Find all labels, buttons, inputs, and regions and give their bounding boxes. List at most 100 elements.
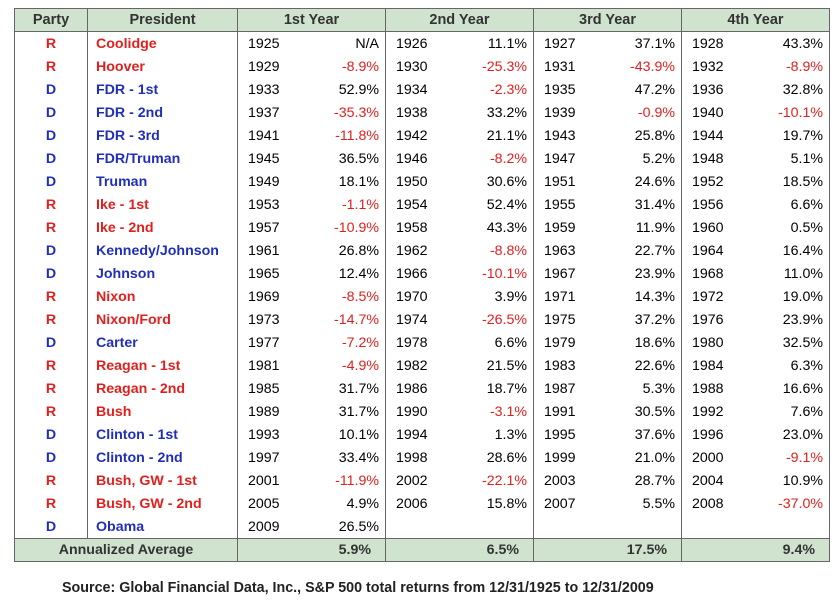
term-year-cell: 1987 5.3% — [533, 377, 682, 400]
term-year-cell: 1966 -10.1% — [385, 262, 534, 285]
table-row: R Reagan - 2nd 1985 31.7% 1986 18.7% 1987 5.3% 1… — [14, 377, 830, 400]
year-label: 1976 — [692, 311, 724, 328]
return-value: 16.6% — [782, 380, 823, 397]
return-value: 3.9% — [494, 288, 527, 305]
term-year-cell: 2005 4.9% — [237, 492, 386, 515]
term-year-cell: 1964 16.4% — [681, 239, 830, 262]
term-year-cell: 1935 47.2% — [533, 78, 682, 101]
average-2nd-year: 6.5% — [385, 538, 534, 562]
return-value: 23.9% — [634, 265, 675, 282]
return-value: 22.6% — [634, 357, 675, 374]
return-value: 22.7% — [634, 242, 675, 259]
table-row: R Coolidge 1925 N/A 1926 11.1% 1927 37.1% 1928 43… — [14, 31, 830, 55]
average-3rd-year: 17.5% — [533, 538, 682, 562]
year-label: 1964 — [692, 242, 724, 259]
return-value: N/A — [355, 35, 379, 52]
term-year-cell: 1968 11.0% — [681, 262, 830, 285]
party-cell: R — [14, 308, 88, 331]
president-cell: Obama — [87, 515, 238, 539]
year-label: 2001 — [248, 472, 280, 489]
term-year-cell: 1954 52.4% — [385, 193, 534, 216]
year-label: 1968 — [692, 265, 724, 282]
party-cell: D — [14, 101, 88, 124]
president-cell: Truman — [87, 170, 238, 193]
return-value: -25.3% — [482, 58, 527, 75]
term-year-cell: 1932 -8.9% — [681, 55, 830, 78]
return-value: -11.8% — [335, 127, 379, 144]
president-cell: FDR - 2nd — [87, 101, 238, 124]
term-year-cell: 1973 -14.7% — [237, 308, 386, 331]
year-label: 1956 — [692, 196, 724, 213]
term-year-cell: 1994 1.3% — [385, 423, 534, 446]
term-year-cell: 2002 -22.1% — [385, 469, 534, 492]
year-label: 1927 — [544, 35, 576, 52]
term-year-cell: 1951 24.6% — [533, 170, 682, 193]
term-year-cell: 1985 31.7% — [237, 377, 386, 400]
table-row: D Obama 2009 26.5% — [14, 515, 830, 539]
year-label: 1943 — [544, 127, 576, 144]
year-label: 1952 — [692, 173, 724, 190]
term-year-cell: 1997 33.4% — [237, 446, 386, 469]
table-row: R Bush, GW - 2nd 2005 4.9% 2006 15.8% 2007 5.5%… — [14, 492, 830, 515]
term-year-cell: 1999 21.0% — [533, 446, 682, 469]
return-value: 4.9% — [346, 495, 379, 512]
term-year-cell: 1995 37.6% — [533, 423, 682, 446]
president-cell: Bush — [87, 400, 238, 423]
return-value: 32.8% — [782, 81, 823, 98]
term-year-cell: 2007 5.5% — [533, 492, 682, 515]
term-year-cell: 2009 26.5% — [237, 515, 386, 539]
year-label: 1950 — [396, 173, 428, 190]
year-label: 1966 — [396, 265, 428, 282]
term-year-cell: 1971 14.3% — [533, 285, 682, 308]
term-year-cell — [681, 515, 830, 539]
party-cell: R — [14, 31, 88, 55]
term-year-cell: 2001 -11.9% — [237, 469, 386, 492]
term-year-cell: 1958 43.3% — [385, 216, 534, 239]
return-value: 43.3% — [486, 219, 527, 236]
year-label: 1960 — [692, 219, 724, 236]
table-row: D FDR/Truman 1945 36.5% 1946 -8.2% 1947 5.2% 194… — [14, 147, 830, 170]
term-year-cell: 1939 -0.9% — [533, 101, 682, 124]
year-label: 1930 — [396, 58, 428, 75]
term-year-cell: 1940 -10.1% — [681, 101, 830, 124]
year-label: 1983 — [544, 357, 576, 374]
return-value: 31.4% — [634, 196, 675, 213]
term-year-cell — [533, 515, 682, 539]
average-row: Annualized Average 5.9% 6.5% 17.5% 9.4% — [14, 538, 830, 562]
year-label: 1949 — [248, 173, 280, 190]
return-value: 18.5% — [782, 173, 823, 190]
table-row: R Bush, GW - 1st 2001 -11.9% 2002 -22.1% 2003 2… — [14, 469, 830, 492]
term-year-cell: 1941 -11.8% — [237, 124, 386, 147]
president-cell: Reagan - 1st — [87, 354, 238, 377]
year-label: 1973 — [248, 311, 280, 328]
term-year-cell: 1983 22.6% — [533, 354, 682, 377]
party-cell: D — [14, 515, 88, 539]
year-label: 1937 — [248, 104, 280, 121]
return-value: 16.4% — [782, 242, 823, 259]
year-label: 1975 — [544, 311, 576, 328]
term-year-cell: 1937 -35.3% — [237, 101, 386, 124]
header-4th-year: 4th Year — [681, 8, 830, 32]
year-label: 1994 — [396, 426, 428, 443]
year-label: 1951 — [544, 173, 576, 190]
year-label: 1933 — [248, 81, 280, 98]
return-value: 24.6% — [634, 173, 675, 190]
term-year-cell: 1982 21.5% — [385, 354, 534, 377]
party-cell: R — [14, 193, 88, 216]
year-label: 1962 — [396, 242, 428, 259]
return-value: -2.3% — [489, 81, 527, 98]
term-year-cell: 1970 3.9% — [385, 285, 534, 308]
year-label: 1988 — [692, 380, 724, 397]
return-value: -10.9% — [334, 219, 379, 236]
return-value: 10.1% — [338, 426, 379, 443]
header-president: President — [87, 8, 238, 32]
president-cell: FDR/Truman — [87, 147, 238, 170]
party-cell: D — [14, 124, 88, 147]
term-year-cell: 1953 -1.1% — [237, 193, 386, 216]
party-cell: R — [14, 377, 88, 400]
year-label: 1965 — [248, 265, 280, 282]
president-cell: FDR - 3rd — [87, 124, 238, 147]
term-year-cell: 1992 7.6% — [681, 400, 830, 423]
year-label: 1934 — [396, 81, 428, 98]
term-year-cell: 1944 19.7% — [681, 124, 830, 147]
